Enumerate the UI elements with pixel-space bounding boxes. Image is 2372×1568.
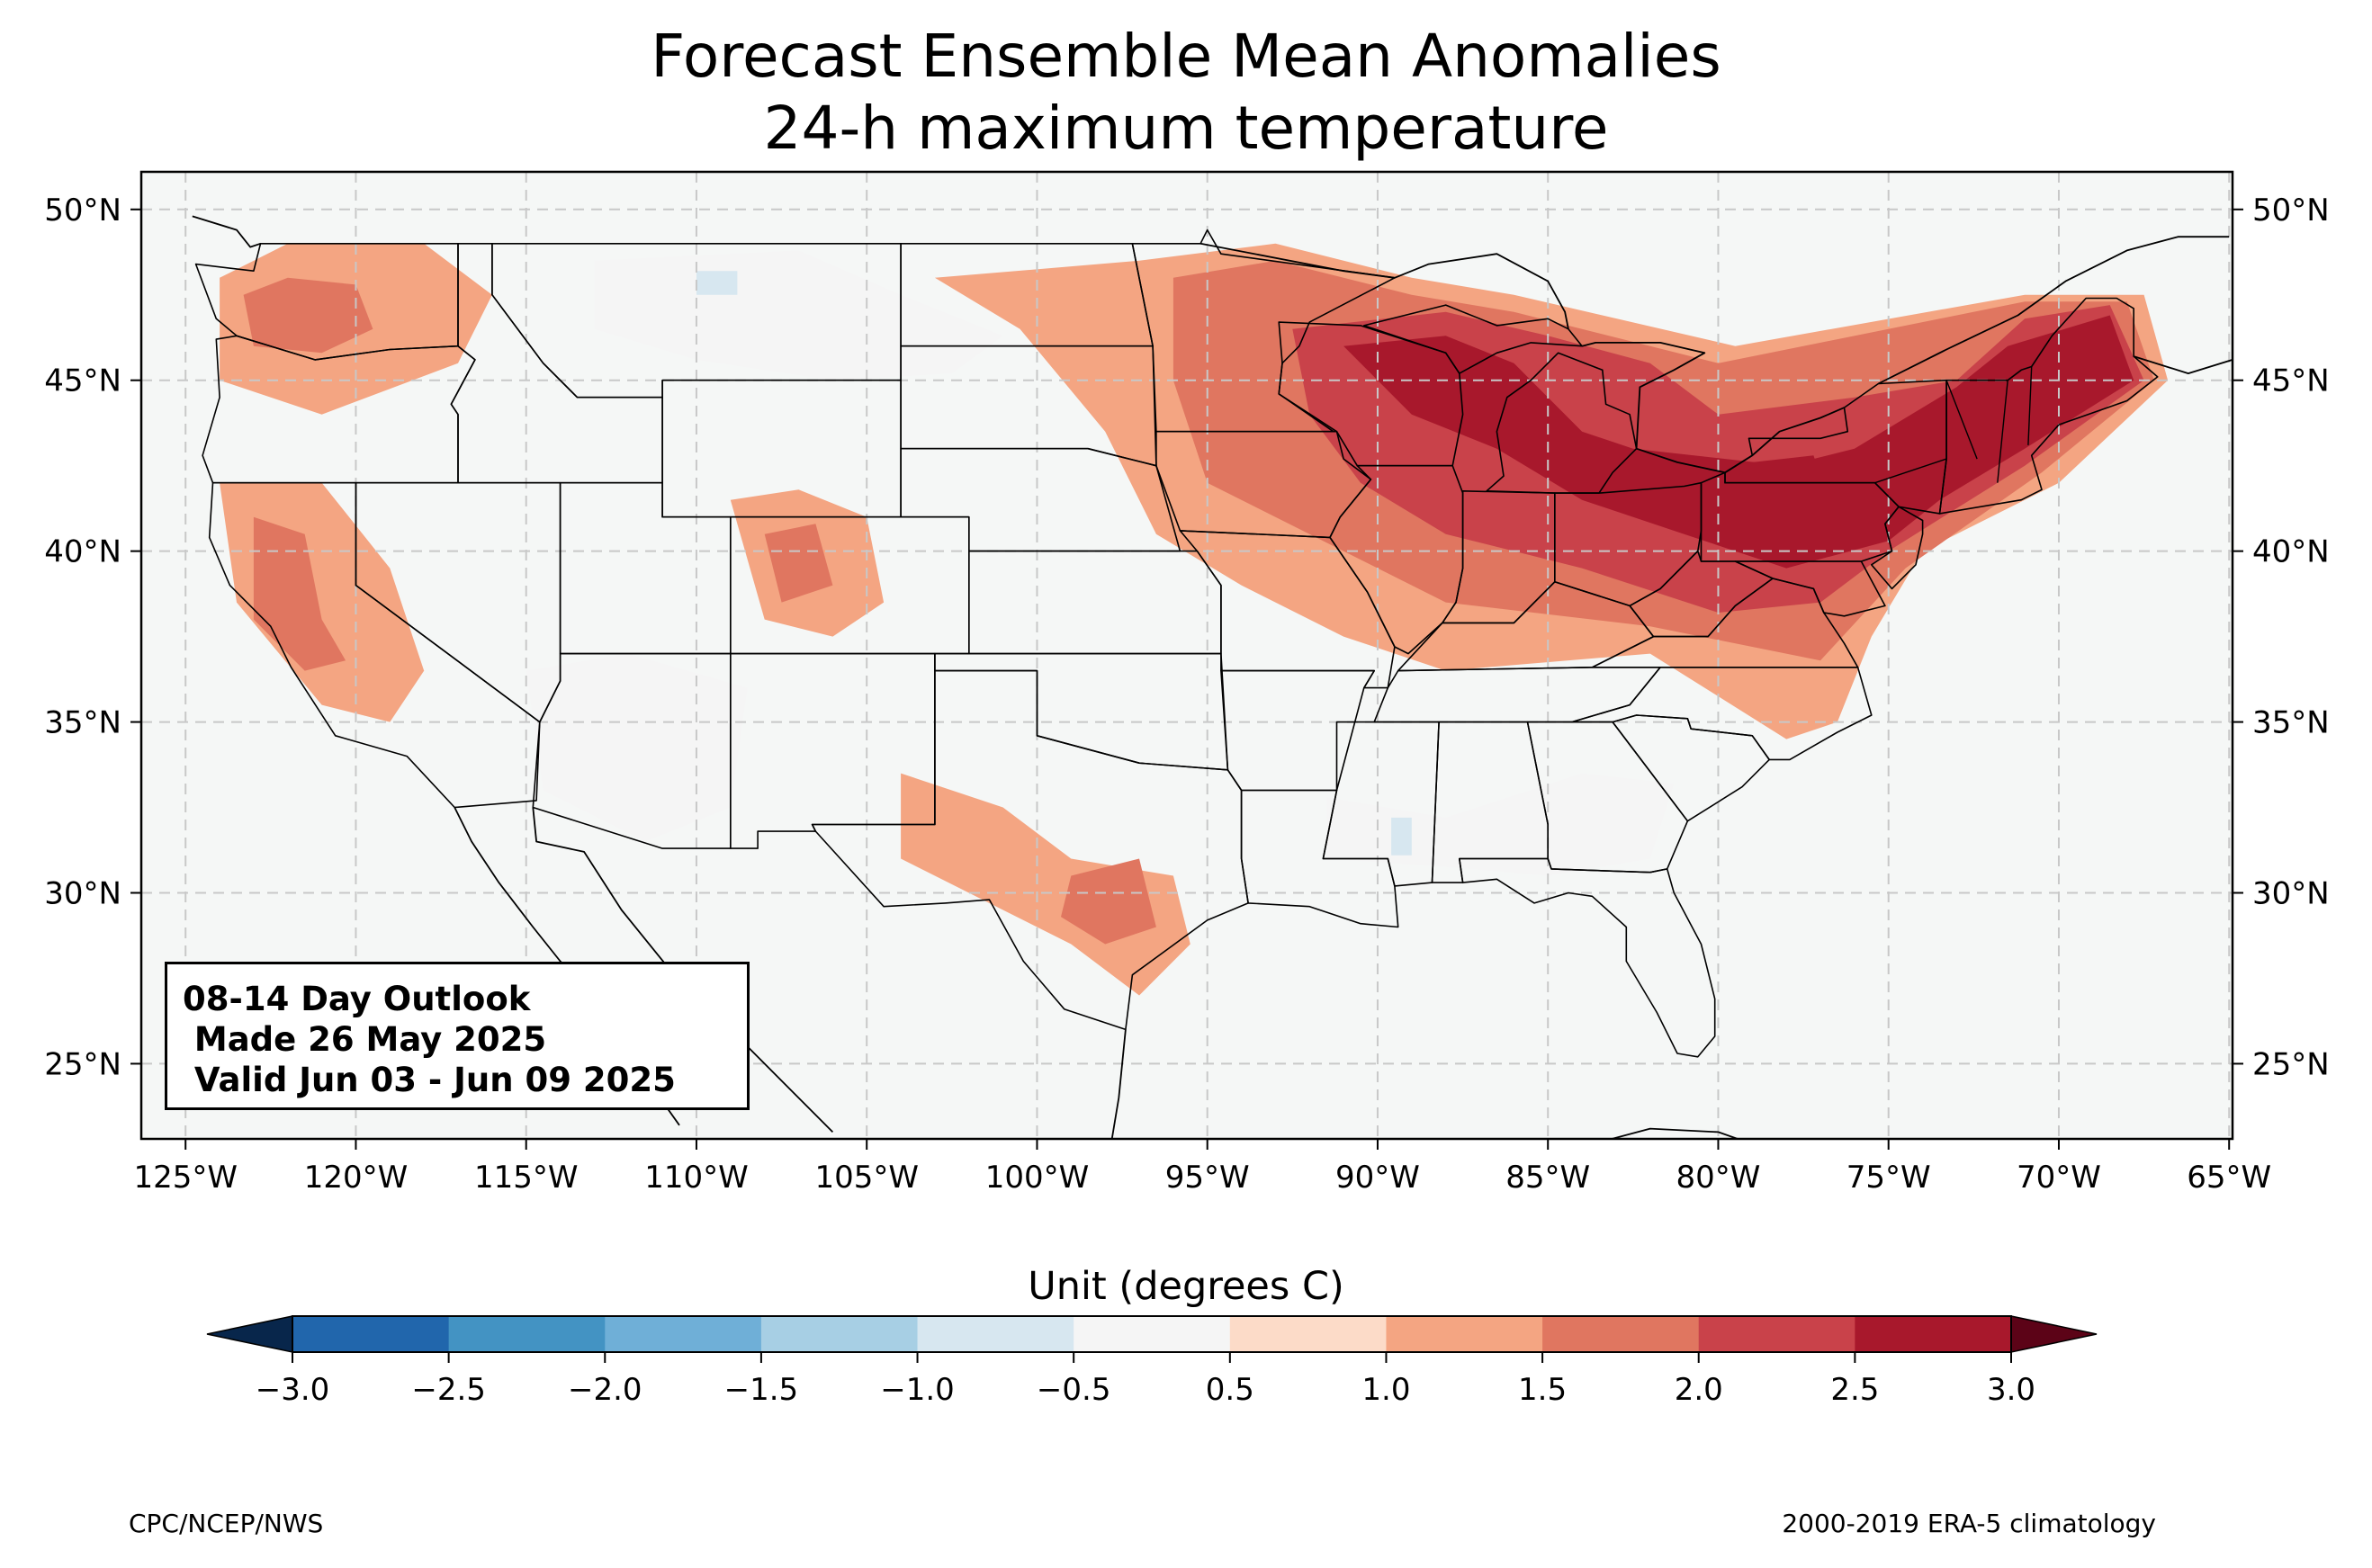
state-outline bbox=[1459, 857, 1716, 1058]
anomaly-region-17 bbox=[1326, 773, 1675, 876]
colorbar-frame bbox=[292, 1315, 2012, 1353]
colorbar-tick-label: −3.0 bbox=[256, 1372, 330, 1408]
state-boundary bbox=[1997, 380, 2008, 483]
coastline bbox=[1877, 236, 2230, 385]
state-boundary bbox=[1945, 380, 1978, 460]
lat-tick-label-left: 30°N bbox=[44, 876, 121, 912]
lon-tick-label: 75°W bbox=[1846, 1160, 1931, 1196]
anomaly-region-7 bbox=[1061, 858, 1156, 945]
map-title: Forecast Ensemble Mean Anomalies bbox=[651, 22, 1721, 91]
lat-tick-label-right: 50°N bbox=[2252, 193, 2330, 228]
colorbar-segment bbox=[1229, 1316, 1387, 1352]
outlook-valid-range: Valid Jun 03 - Jun 09 2025 bbox=[183, 1061, 676, 1099]
lat-tick-label-right: 30°N bbox=[2252, 876, 2330, 912]
state-boundary bbox=[2027, 366, 2033, 445]
anomaly-region-5 bbox=[764, 524, 833, 603]
colorbar-segment bbox=[1542, 1316, 1700, 1352]
colorbar-title: Unit (degrees C) bbox=[1028, 1264, 1344, 1309]
anomaly-region-3 bbox=[253, 516, 346, 671]
state-outline bbox=[1486, 352, 1638, 494]
colorbar-segment bbox=[292, 1316, 450, 1352]
colorbar-segment bbox=[605, 1316, 762, 1352]
lon-tick-label: 90°W bbox=[1335, 1160, 1420, 1196]
coastline bbox=[192, 215, 261, 248]
colorbar-tick-label: 1.0 bbox=[1361, 1372, 1410, 1408]
colorbar-over-arrow bbox=[2010, 1315, 2098, 1353]
colorbar-segment bbox=[448, 1316, 606, 1352]
colorbar-tick-label: 0.5 bbox=[1206, 1372, 1254, 1408]
anomaly-region-18 bbox=[1391, 817, 1412, 856]
lon-tick-label: 85°W bbox=[1505, 1160, 1590, 1196]
colorbar-tick-label: −1.5 bbox=[724, 1372, 799, 1408]
anomaly-region-13 bbox=[2086, 325, 2117, 357]
outlook-made-date: Made 26 May 2025 bbox=[183, 1020, 547, 1059]
colorbar-segment bbox=[760, 1316, 919, 1352]
colorbar-tick-label: 1.5 bbox=[1518, 1372, 1567, 1408]
coastline bbox=[1608, 1127, 1740, 1139]
lat-tick-label-left: 45°N bbox=[44, 363, 121, 399]
lat-tick-label-right: 40°N bbox=[2252, 534, 2330, 570]
anomaly-contours bbox=[220, 243, 2169, 996]
coastline bbox=[2133, 355, 2233, 375]
coastline bbox=[1110, 1029, 1127, 1139]
anomaly-region-11 bbox=[1343, 315, 2134, 569]
coastlines bbox=[192, 215, 2233, 1139]
coastline bbox=[1581, 341, 1706, 449]
lat-tick-label-left: 25°N bbox=[44, 1046, 121, 1082]
lon-tick-label: 100°W bbox=[985, 1160, 1090, 1196]
lat-tick-label-right: 25°N bbox=[2252, 1046, 2330, 1082]
colorbar-tick-label: −1.0 bbox=[880, 1372, 955, 1408]
state-boundaries bbox=[194, 228, 2159, 1058]
colorbar-segment bbox=[1855, 1316, 2012, 1352]
lon-tick-label: 80°W bbox=[1676, 1160, 1761, 1196]
colorbar-tick-label: −0.5 bbox=[1037, 1372, 1111, 1408]
anomaly-region-16 bbox=[526, 653, 748, 842]
colorbar-segment bbox=[1698, 1316, 1855, 1352]
state-outline bbox=[1871, 506, 1924, 590]
colorbar-segment bbox=[1074, 1316, 1231, 1352]
lon-tick-label: 120°W bbox=[304, 1160, 409, 1196]
colorbar-tick-label: 2.5 bbox=[1830, 1372, 1879, 1408]
outlook-box: 08-14 Day Outlook Made 26 May 2025 Valid… bbox=[165, 962, 750, 1110]
axis-ticks: 125°W 120°W 115°W 110°W 105°W 100°W 95°W 90°W 85… bbox=[44, 193, 2329, 1196]
state-outline bbox=[1734, 560, 1886, 617]
colorbar-segment bbox=[917, 1316, 1074, 1352]
map-subtitle: 24-h maximum temperature bbox=[763, 94, 1609, 163]
colorbar: −3.0 −2.5 −2.0 −1.5 −1.0 −0.5 0.5 1.0 1.5 2.0 2.5 3… bbox=[206, 1315, 2098, 1408]
credit-agency: CPC/NCEP/NWS bbox=[129, 1509, 324, 1538]
lon-tick-label: 105°W bbox=[814, 1160, 919, 1196]
lat-tick-label-left: 40°N bbox=[44, 534, 121, 570]
anomaly-region-15 bbox=[696, 271, 738, 295]
state-outline bbox=[811, 669, 1249, 1031]
anomaly-region-6 bbox=[901, 773, 1190, 996]
lat-tick-label-left: 50°N bbox=[44, 193, 121, 228]
lon-tick-label: 70°W bbox=[2017, 1160, 2101, 1196]
lon-tick-label: 65°W bbox=[2187, 1160, 2271, 1196]
anomaly-region-1 bbox=[243, 277, 373, 354]
credit-climatology: 2000-2019 ERA-5 climatology bbox=[1782, 1509, 2156, 1538]
map-frame bbox=[139, 170, 2234, 1141]
state-boundary bbox=[1874, 458, 1947, 484]
lat-tick-label-right: 35°N bbox=[2252, 705, 2330, 741]
lat-tick-label-left: 35°N bbox=[44, 705, 121, 741]
state-outline bbox=[1938, 297, 2159, 515]
coastline bbox=[1636, 407, 1845, 474]
colorbar-tick-label: −2.5 bbox=[411, 1372, 486, 1408]
colorbar-tick-label: 2.0 bbox=[1675, 1372, 1723, 1408]
state-outline bbox=[1724, 379, 1947, 515]
colorbar-tick-label: −2.0 bbox=[568, 1372, 642, 1408]
colorbar-segment bbox=[1386, 1316, 1543, 1352]
lon-tick-label: 115°W bbox=[474, 1160, 579, 1196]
lat-tick-label-right: 45°N bbox=[2252, 363, 2330, 399]
lon-tick-label: 95°W bbox=[1165, 1160, 1250, 1196]
colorbar-tick-label: 3.0 bbox=[1987, 1372, 2035, 1408]
outlook-period: 08-14 Day Outlook bbox=[183, 980, 531, 1018]
lon-tick-label: 125°W bbox=[133, 1160, 238, 1196]
coastline bbox=[1199, 242, 1569, 329]
colorbar-under-arrow bbox=[206, 1315, 293, 1353]
anomaly-region-12 bbox=[1752, 455, 1820, 479]
lon-tick-label: 110°W bbox=[644, 1160, 749, 1196]
